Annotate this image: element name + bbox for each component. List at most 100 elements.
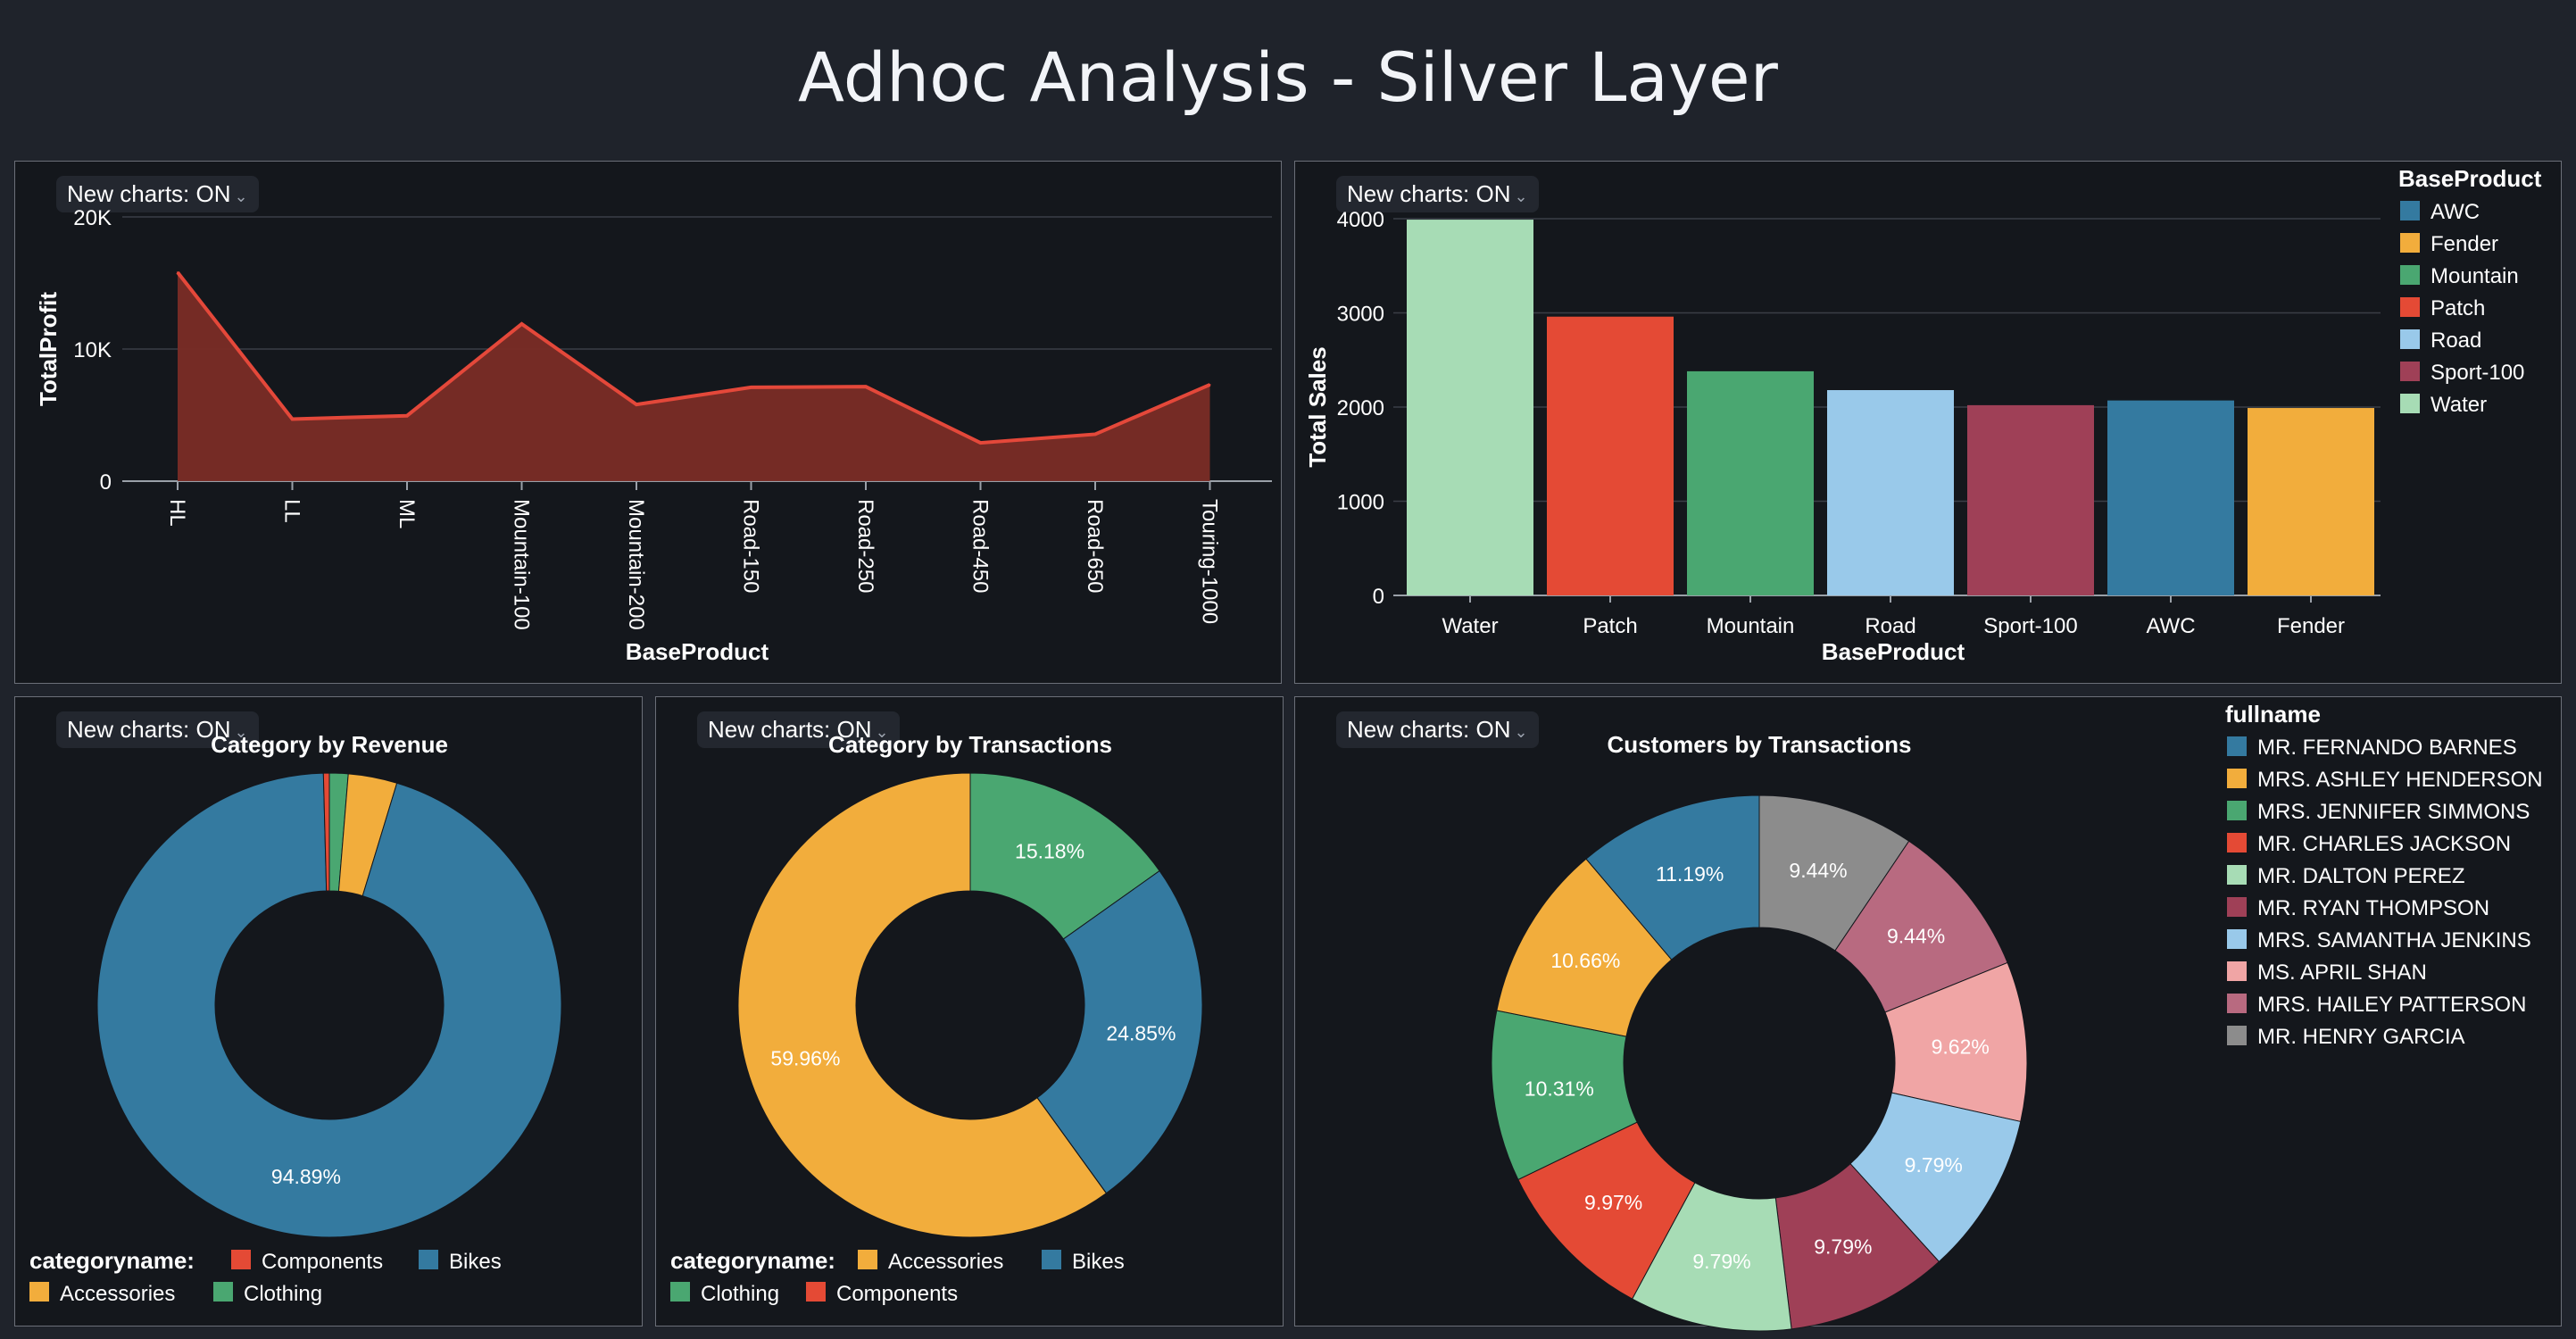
transactions-donut-panel: New charts: ON ⌄ Category by Transactions… (655, 696, 1284, 1327)
y-tick-label: 0 (1373, 585, 1384, 609)
pie-slice (1585, 794, 1760, 961)
chart-title: Category by Revenue (211, 731, 448, 758)
x-tick-label: Mountain-100 (510, 499, 534, 630)
x-tick-label: Sport-100 (1983, 614, 2077, 638)
legend-label: Mountain (2431, 264, 2519, 288)
legend-label: MRS. ASHLEY HENDERSON (2257, 768, 2543, 792)
legend-swatch (2227, 801, 2247, 820)
legend-swatch (2227, 769, 2247, 788)
data-point (520, 322, 523, 325)
chevron-down-icon: ⌄ (234, 187, 248, 205)
slice-label: 9.79% (1692, 1250, 1750, 1273)
new-charts-toggle[interactable]: New charts: ON ⌄ (56, 176, 259, 212)
legend-label: Patch (2431, 296, 2485, 320)
legend-label: MR. CHARLES JACKSON (2257, 832, 2511, 856)
legend-swatch (2400, 233, 2420, 253)
legend-swatch (2227, 961, 2247, 981)
transactions-donut-chart: Category by Transactions 15.18% 24.85% 59.9… (670, 731, 1203, 1306)
x-tick-label: Road-250 (853, 499, 877, 593)
pie-slice (737, 772, 1107, 1238)
data-point (406, 414, 408, 417)
chart-title: Category by Transactions (828, 731, 1112, 758)
legend-title: categoryname: (670, 1247, 835, 1274)
x-tick-label: Touring-1000 (1198, 499, 1222, 624)
slice-label: 9.97% (1584, 1191, 1642, 1214)
legend-swatch (2227, 833, 2247, 852)
x-tick-label: Mountain (1707, 614, 1795, 638)
legend-swatch (2227, 929, 2247, 949)
new-charts-toggle[interactable]: New charts: ON ⌄ (56, 711, 259, 748)
area-fill (178, 272, 1210, 481)
revenue-donut-panel: New charts: ON ⌄ Category by Revenue 94.89… (14, 696, 643, 1327)
new-charts-toggle[interactable]: New charts: ON ⌄ (1336, 176, 1539, 212)
legend-swatch (2400, 265, 2420, 285)
legend-label: Components (262, 1250, 383, 1274)
legend-label: Bikes (1072, 1250, 1125, 1274)
bar (1547, 316, 1674, 595)
y-tick-label: 2000 (1337, 396, 1384, 420)
x-tick-label: Road-450 (968, 499, 993, 593)
y-axis-label: TotalProfit (35, 292, 62, 406)
y-tick-label: 0 (100, 470, 112, 495)
legend-label: MRS. JENNIFER SIMMONS (2257, 800, 2530, 824)
slice-label: 59.96% (770, 1047, 840, 1070)
y-tick-label: 1000 (1337, 491, 1384, 515)
page-title: Adhoc Analysis - Silver Layer (798, 37, 1778, 117)
legend-label: MR. HENRY GARCIA (2257, 1025, 2465, 1049)
x-tick-label: AWC (2146, 614, 2195, 638)
legend-label: Clothing (701, 1282, 779, 1306)
chevron-down-icon: ⌄ (234, 723, 248, 741)
slice-label: 10.66% (1550, 949, 1620, 972)
legend-label: Sport-100 (2431, 361, 2524, 385)
x-tick-label: Patch (1583, 614, 1637, 638)
legend-label: MS. APRIL SHAN (2257, 961, 2427, 985)
bar (1687, 370, 1814, 595)
slice-label: 9.79% (1814, 1235, 1872, 1259)
x-tick-label: ML (395, 499, 419, 528)
slice-label: 10.31% (1525, 1077, 1594, 1100)
legend-swatch (213, 1282, 233, 1302)
slice-label: 24.85% (1106, 1022, 1176, 1045)
data-point (1094, 433, 1096, 436)
x-tick-label: Road (1865, 614, 1915, 638)
slice-label: 94.89% (271, 1165, 341, 1188)
sales-bar-panel: New charts: ON ⌄ 0 1000 2000 3000 4000 Water Pa… (1294, 161, 2562, 684)
pie-slice (96, 772, 562, 1238)
y-tick-label: 20K (73, 206, 112, 230)
legend-label: Clothing (244, 1282, 322, 1306)
legend-title: categoryname: (29, 1247, 195, 1274)
x-tick-label: Water (1442, 614, 1498, 638)
legend-label: Components (836, 1282, 958, 1306)
legend-label: Fender (2431, 232, 2498, 256)
legend-swatch (2227, 994, 2247, 1013)
y-axis-label: Total Sales (1304, 346, 1331, 467)
legend-swatch (419, 1250, 438, 1269)
new-charts-label: New charts: ON (67, 716, 231, 743)
bar (2248, 408, 2374, 595)
sales-bar-chart: 0 1000 2000 3000 4000 Water Patch Mountain Road S… (1304, 165, 2542, 665)
x-axis-label: BaseProduct (1822, 638, 1965, 665)
legend-swatch (2400, 201, 2420, 220)
data-point (177, 271, 179, 274)
data-point (291, 418, 294, 420)
legend-swatch (2227, 736, 2247, 756)
chevron-down-icon: ⌄ (1514, 723, 1528, 741)
new-charts-label: New charts: ON (1347, 180, 1511, 207)
x-tick-label: Road-150 (739, 499, 763, 593)
new-charts-toggle[interactable]: New charts: ON ⌄ (1336, 711, 1539, 748)
area-line (176, 270, 1211, 445)
bar (2107, 400, 2234, 595)
bar (1407, 220, 1533, 595)
new-charts-toggle[interactable]: New charts: ON ⌄ (697, 711, 900, 748)
chart-title: Customers by Transactions (1608, 731, 1912, 758)
legend-label: Accessories (888, 1250, 1003, 1274)
new-charts-label: New charts: ON (708, 716, 872, 743)
legend-title: BaseProduct (2398, 165, 2542, 192)
new-charts-label: New charts: ON (67, 180, 231, 207)
legend-label: Bikes (449, 1250, 502, 1274)
data-point (750, 386, 752, 388)
legend-label: MR. RYAN THOMPSON (2257, 896, 2489, 920)
slice-label: 9.44% (1789, 859, 1847, 882)
legend-label: Accessories (60, 1282, 175, 1306)
customers-donut-chart: Customers by Transactions 9.44% 9.44% 9.62%… (1491, 701, 2543, 1332)
